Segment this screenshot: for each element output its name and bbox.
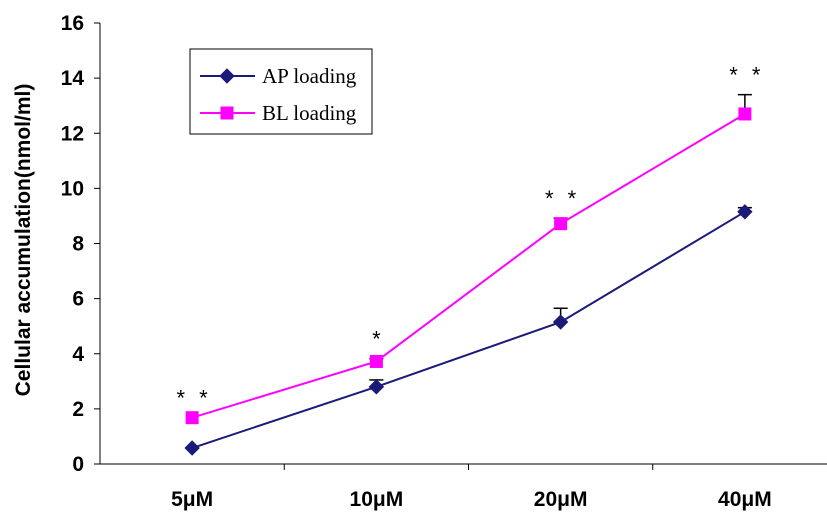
data-point: [552, 314, 569, 330]
data-point: [369, 354, 383, 368]
significance-annotations: * * * * * * *: [177, 63, 764, 411]
data-point: [368, 379, 385, 395]
legend-item: AP loading: [200, 64, 357, 88]
legend-items: AP loading BL loading: [200, 64, 357, 125]
x-tick-label: 20μM: [534, 488, 588, 511]
data-point: [737, 204, 753, 220]
y-tick-label: 12: [61, 122, 84, 145]
y-tick-label: 16: [61, 12, 84, 35]
data-point: [184, 440, 200, 456]
series-layer: [184, 93, 753, 456]
x-tick-label: 10μM: [350, 488, 404, 511]
y-tick-label: 6: [72, 288, 84, 311]
data-point: [554, 217, 568, 231]
series-line: [191, 210, 746, 449]
y-tick-label: 4: [72, 343, 84, 366]
y-tick-label: 14: [61, 67, 85, 90]
y-tick-label: 10: [61, 177, 84, 200]
legend-label: AP loading: [262, 64, 357, 88]
x-tick-label: 40μM: [718, 488, 772, 511]
y-tick-label: 0: [72, 453, 84, 476]
y-axis-ticks: 0 2 4 6 8 10 12 14 16: [61, 12, 100, 476]
legend-box: [189, 48, 373, 135]
series-1: [184, 204, 753, 456]
significance-marker: *: [372, 327, 385, 352]
y-tick-label: 2: [72, 398, 84, 421]
y-axis-title: Cellular accumulation(nmol/ml): [12, 84, 35, 397]
x-tick-label: 5μM: [171, 488, 213, 511]
significance-marker: * *: [729, 63, 764, 88]
series-line: [191, 113, 746, 419]
legend-label: BL loading: [262, 101, 357, 125]
legend: AP loading BL loading: [189, 48, 373, 135]
x-axis-ticks: 5μM 10μM 20μM 40μM: [171, 464, 772, 511]
significance-marker: * *: [177, 386, 212, 411]
legend-item: BL loading: [200, 101, 357, 125]
data-point: [185, 411, 199, 425]
data-point: [738, 107, 752, 121]
data-point: [219, 68, 235, 84]
data-point: [220, 106, 234, 120]
y-tick-label: 8: [72, 233, 84, 256]
series-2: [185, 93, 752, 425]
significance-marker: * *: [545, 186, 580, 211]
